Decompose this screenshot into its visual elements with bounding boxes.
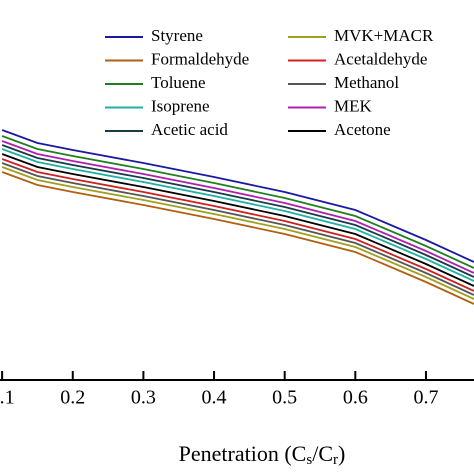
x-tick-label: 0.7 <box>413 387 438 409</box>
line <box>1 135 474 269</box>
legend-label: MVK+MACR <box>334 26 434 45</box>
legend-label: Acetaldehyde <box>334 49 427 68</box>
x-label-part: s <box>306 452 312 468</box>
line <box>1 153 474 287</box>
x-label-part: ) <box>338 441 345 466</box>
x-label-part: /C <box>312 441 333 466</box>
legend-box <box>96 22 474 146</box>
legend-label: MEK <box>334 96 373 115</box>
line <box>1 140 474 274</box>
line <box>1 144 474 278</box>
legend-label: Formaldehyde <box>151 49 249 68</box>
line <box>1 148 474 282</box>
legend-label: Methanol <box>334 73 399 92</box>
x-tick-label: 0.6 <box>343 387 368 409</box>
x-tick-label: 0.2 <box>60 387 85 409</box>
legend-label: Styrene <box>151 26 203 45</box>
legend-label: Acetone <box>334 120 391 139</box>
x-label-part: r <box>333 452 338 468</box>
x-tick-label: 0.3 <box>131 387 156 409</box>
legend-label: Isoprene <box>151 96 210 115</box>
line <box>1 171 474 305</box>
legend-label: Acetic acid <box>151 120 228 139</box>
legend-label: Toluene <box>151 73 206 92</box>
x-tick-label: 0.5 <box>272 387 297 409</box>
x-axis-label: Penetration (Cs/Cr) <box>179 441 346 468</box>
line <box>1 158 474 292</box>
line <box>1 162 474 296</box>
x-label-part: Penetration (C <box>179 441 307 466</box>
x-tick-label: 0.4 <box>202 387 227 409</box>
line <box>1 166 474 300</box>
line <box>1 129 474 263</box>
x-tick-label: 0.1 <box>0 387 15 409</box>
